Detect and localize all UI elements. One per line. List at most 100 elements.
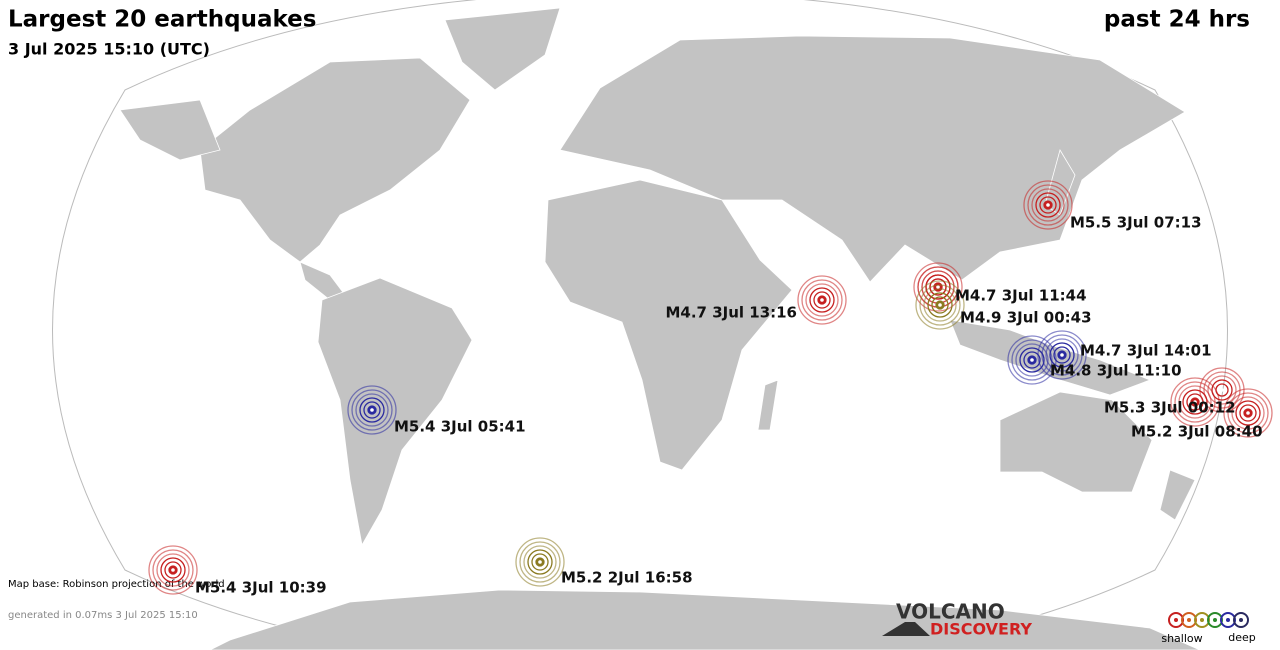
marker-ring (919, 284, 961, 326)
marker-ring (359, 397, 385, 423)
marker-ring (515, 537, 565, 587)
subtitle: 3 Jul 2025 15:10 (UTC) (8, 40, 210, 59)
marker-ring (1007, 335, 1057, 385)
marker-ring (156, 553, 190, 587)
generated-note: generated in 0.07ms 3 Jul 2025 15:10 (8, 610, 198, 621)
quake-label: M5.5 3Jul 07:13 (1070, 214, 1202, 232)
legend-deep: deep (1228, 631, 1256, 644)
marker-ring (1239, 404, 1257, 422)
quake-label: M4.7 3Jul 13:16 (665, 304, 797, 322)
marker-ring (1207, 375, 1237, 405)
marker-ring (813, 291, 831, 309)
marker-ring (1227, 392, 1269, 434)
logo-line2: DISCOVERY (930, 620, 1032, 639)
legend-swatch (1233, 612, 1249, 628)
marker-ring (351, 389, 393, 431)
marker-ring (347, 385, 397, 435)
marker-ring (1027, 184, 1069, 226)
quake-marker (1170, 377, 1220, 427)
marker-ring (519, 541, 561, 583)
quake-marker (797, 275, 847, 325)
marker-ring (148, 545, 198, 595)
marker-ring (805, 283, 839, 317)
marker-ring (363, 401, 381, 419)
marker-center (820, 298, 824, 302)
marker-center (171, 568, 175, 572)
marker-center (538, 560, 542, 564)
marker-center (1030, 358, 1034, 362)
land (119, 7, 1201, 650)
marker-ring (1045, 338, 1079, 372)
marker-ring (1178, 385, 1212, 419)
marker-ring (1023, 351, 1041, 369)
quake-marker (915, 280, 965, 330)
logo-line1: VOLCANO (896, 600, 1005, 624)
marker-ring (1182, 389, 1208, 415)
quake-marker (515, 537, 565, 587)
quake-label: M5.4 3Jul 05:41 (394, 418, 526, 436)
marker-ring (1031, 188, 1065, 222)
legend-swatch-dot (1187, 618, 1191, 622)
marker-ring (1015, 343, 1049, 377)
marker-ring (523, 545, 557, 579)
depth-legend: shallow deep (1161, 612, 1256, 645)
marker-ring (1011, 339, 1053, 381)
quake-marker (1223, 388, 1273, 438)
marker-center (936, 285, 940, 289)
map-base-note: Map base: Robinson projection of the wor… (8, 579, 225, 590)
marker-ring (1231, 396, 1265, 430)
marker-ring (152, 549, 194, 591)
marker-ring (531, 553, 549, 571)
quake-marker (1007, 335, 1057, 385)
quake-marker (347, 385, 397, 435)
marker-ring (1041, 334, 1083, 376)
marker-ring (1035, 192, 1061, 218)
marker-center (1193, 400, 1197, 404)
marker-center (370, 408, 374, 412)
quake-marker (1037, 330, 1087, 380)
marker-center (1046, 203, 1050, 207)
marker-ring (797, 275, 847, 325)
quake-label: M4.7 3Jul 11:44 (955, 287, 1087, 305)
marker-ring (1049, 342, 1075, 368)
period: past 24 hrs (1104, 7, 1250, 33)
legend-swatch-dot (1174, 618, 1178, 622)
quake-label: M5.2 3Jul 08:40 (1131, 423, 1263, 441)
legend-swatch-dot (1239, 618, 1243, 622)
marker-center (1246, 411, 1250, 415)
quake-label: M5.2 2Jul 16:58 (561, 569, 693, 587)
marker-ring (923, 288, 957, 322)
quake-label: M4.9 3Jul 00:43 (960, 309, 1092, 327)
marker-ring (1186, 393, 1204, 411)
marker-ring (1023, 180, 1073, 230)
legend-swatch-dot (1213, 618, 1217, 622)
quake-label: M5.4 3Jul 10:39 (195, 579, 327, 597)
quake-label: M4.8 3Jul 11:10 (1050, 362, 1182, 380)
quake-marker (1199, 367, 1245, 413)
quake-marker (148, 545, 198, 595)
marker-ring (1211, 379, 1233, 401)
marker-center (1220, 388, 1224, 392)
marker-ring (915, 280, 965, 330)
marker-center (1060, 353, 1064, 357)
legend-shallow: shallow (1161, 632, 1202, 645)
marker-center (938, 303, 942, 307)
marker-ring (1199, 367, 1245, 413)
marker-ring (1235, 400, 1261, 426)
marker-ring (527, 549, 553, 575)
marker-ring (927, 292, 953, 318)
quake-label: M4.7 3Jul 14:01 (1080, 342, 1212, 360)
marker-ring (1053, 346, 1071, 364)
marker-ring (1170, 377, 1220, 427)
legend-swatch-dot (1200, 618, 1204, 622)
marker-ring (809, 287, 835, 313)
marker-ring (1039, 196, 1057, 214)
quake-label: M5.3 3Jul 00:12 (1104, 399, 1236, 417)
marker-ring (160, 557, 186, 583)
marker-ring (913, 262, 963, 312)
marker-ring (931, 296, 949, 314)
logo-volcano (882, 622, 930, 636)
marker-ring (164, 561, 182, 579)
legend-swatch-dot (1226, 618, 1230, 622)
marker-ring (1174, 381, 1216, 423)
